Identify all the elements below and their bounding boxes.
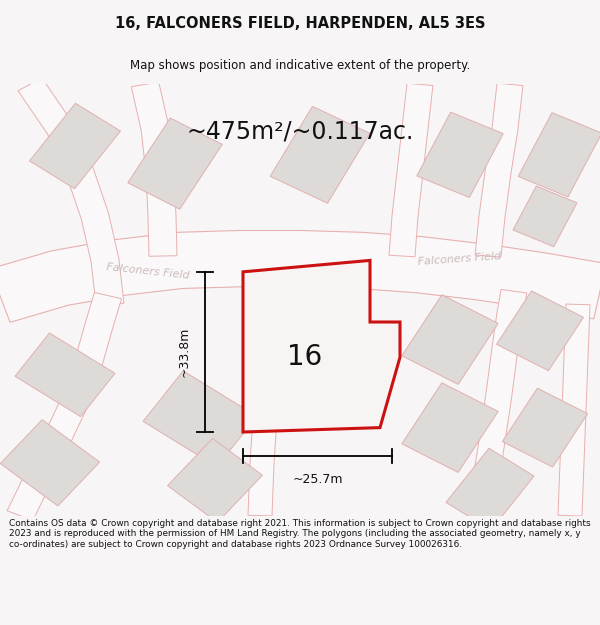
Polygon shape — [167, 439, 262, 522]
Polygon shape — [402, 295, 498, 384]
Polygon shape — [446, 448, 534, 530]
Polygon shape — [389, 83, 433, 257]
Polygon shape — [417, 112, 503, 198]
Text: ~33.8m: ~33.8m — [178, 327, 191, 377]
Text: ~475m²/~0.117ac.: ~475m²/~0.117ac. — [187, 119, 413, 144]
Polygon shape — [29, 103, 121, 189]
Polygon shape — [513, 186, 577, 247]
Text: Contains OS data © Crown copyright and database right 2021. This information is : Contains OS data © Crown copyright and d… — [9, 519, 590, 549]
Text: 16, FALCONERS FIELD, HARPENDEN, AL5 3ES: 16, FALCONERS FIELD, HARPENDEN, AL5 3ES — [115, 16, 485, 31]
Polygon shape — [128, 118, 222, 209]
Text: 16: 16 — [287, 343, 323, 371]
Polygon shape — [243, 261, 400, 432]
Polygon shape — [270, 106, 370, 203]
Polygon shape — [15, 333, 115, 417]
Polygon shape — [248, 311, 290, 516]
Polygon shape — [558, 304, 590, 516]
Polygon shape — [502, 388, 587, 467]
Polygon shape — [0, 231, 600, 322]
Text: Falconers Field: Falconers Field — [418, 251, 502, 266]
Polygon shape — [518, 112, 600, 197]
Text: Falconers Field: Falconers Field — [106, 262, 190, 280]
Polygon shape — [1, 420, 100, 506]
Polygon shape — [402, 383, 498, 472]
Polygon shape — [497, 291, 583, 371]
Polygon shape — [143, 371, 257, 467]
Text: ~25.7m: ~25.7m — [292, 473, 343, 486]
Text: Map shows position and indicative extent of the property.: Map shows position and indicative extent… — [130, 59, 470, 72]
Polygon shape — [467, 289, 527, 518]
Polygon shape — [475, 83, 523, 257]
Polygon shape — [7, 292, 122, 521]
Polygon shape — [18, 78, 124, 306]
Polygon shape — [131, 82, 177, 256]
